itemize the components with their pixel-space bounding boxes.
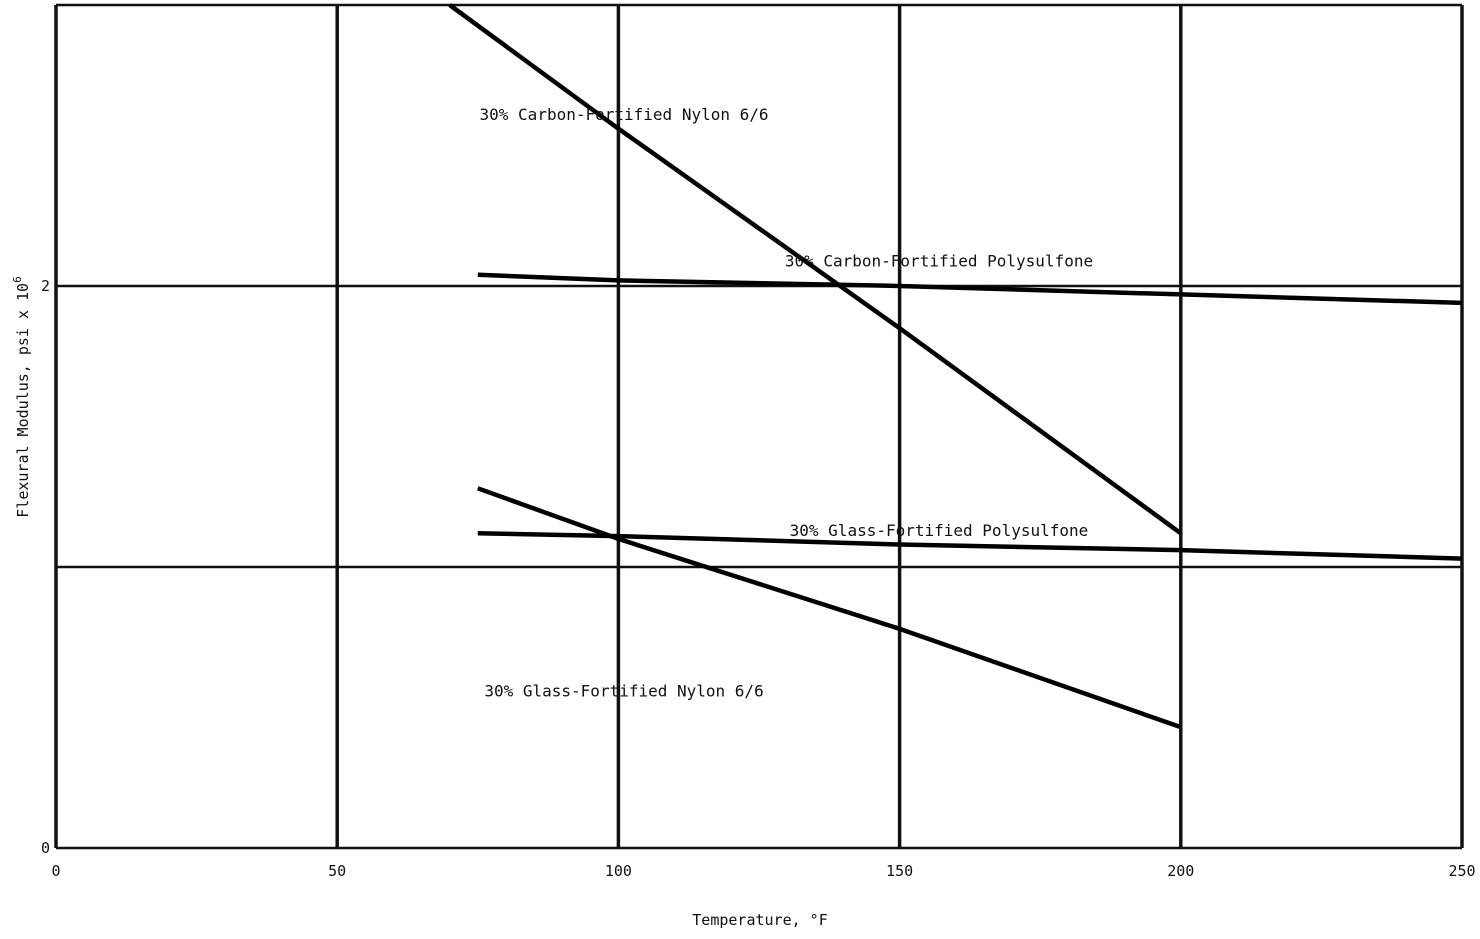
series-label-left-2: 30% Glass-Fortified <box>790 521 983 540</box>
y-axis-label-exponent: 6 <box>11 276 24 283</box>
series-label-left-0: 30% Carbon-Fortified <box>480 105 682 124</box>
series-line-2 <box>477 531 1463 561</box>
x-tick-label-100: 100 <box>605 862 632 880</box>
x-tick-label-200: 200 <box>1167 862 1194 880</box>
series-label-left-1: 30% Carbon-Fortified <box>785 251 987 270</box>
y-axis-label-group: Flexural Modulus, psi x 106 <box>11 276 32 517</box>
series-labels: 30% Carbon-Fortified Nylon 6/630% Carbon… <box>480 105 1094 700</box>
x-tick-label-0: 0 <box>51 862 60 880</box>
y-axis-label-main: Flexural Modulus, psi x 10 <box>14 283 32 518</box>
series-label-2: 30% Glass-Fortified Polysulfone <box>790 521 1089 540</box>
series-label-right-0: Nylon 6/6 <box>682 105 769 124</box>
tick-labels: 0 50 100 150 200 250 0 2 <box>41 277 1476 880</box>
y-axis-label: Flexural Modulus, psi x 106 <box>11 276 32 517</box>
series-label-right-3: Nylon 6/6 <box>677 681 764 700</box>
series-label-1: 30% Carbon-Fortified Polysulfone <box>785 251 1093 270</box>
series-line-3 <box>477 486 1182 730</box>
series-line-0 <box>448 3 1183 536</box>
y-tick-label-0: 0 <box>41 839 50 857</box>
x-tick-label-250: 250 <box>1448 862 1475 880</box>
series-label-right-1: Polysulfone <box>987 251 1093 270</box>
x-tick-label-50: 50 <box>328 862 346 880</box>
series-label-right-2: Polysulfone <box>982 521 1088 540</box>
y-tick-label-2: 2 <box>41 277 50 295</box>
x-axis-label: Temperature, °F <box>692 911 827 929</box>
x-tick-label-150: 150 <box>886 862 913 880</box>
series-line-1 <box>477 272 1463 306</box>
series-label-0: 30% Carbon-Fortified Nylon 6/6 <box>480 105 769 124</box>
series-lines <box>448 3 1463 730</box>
series-label-left-3: 30% Glass-Fortified <box>484 681 677 700</box>
series-label-3: 30% Glass-Fortified Nylon 6/6 <box>484 681 763 700</box>
grid <box>54 3 1464 850</box>
